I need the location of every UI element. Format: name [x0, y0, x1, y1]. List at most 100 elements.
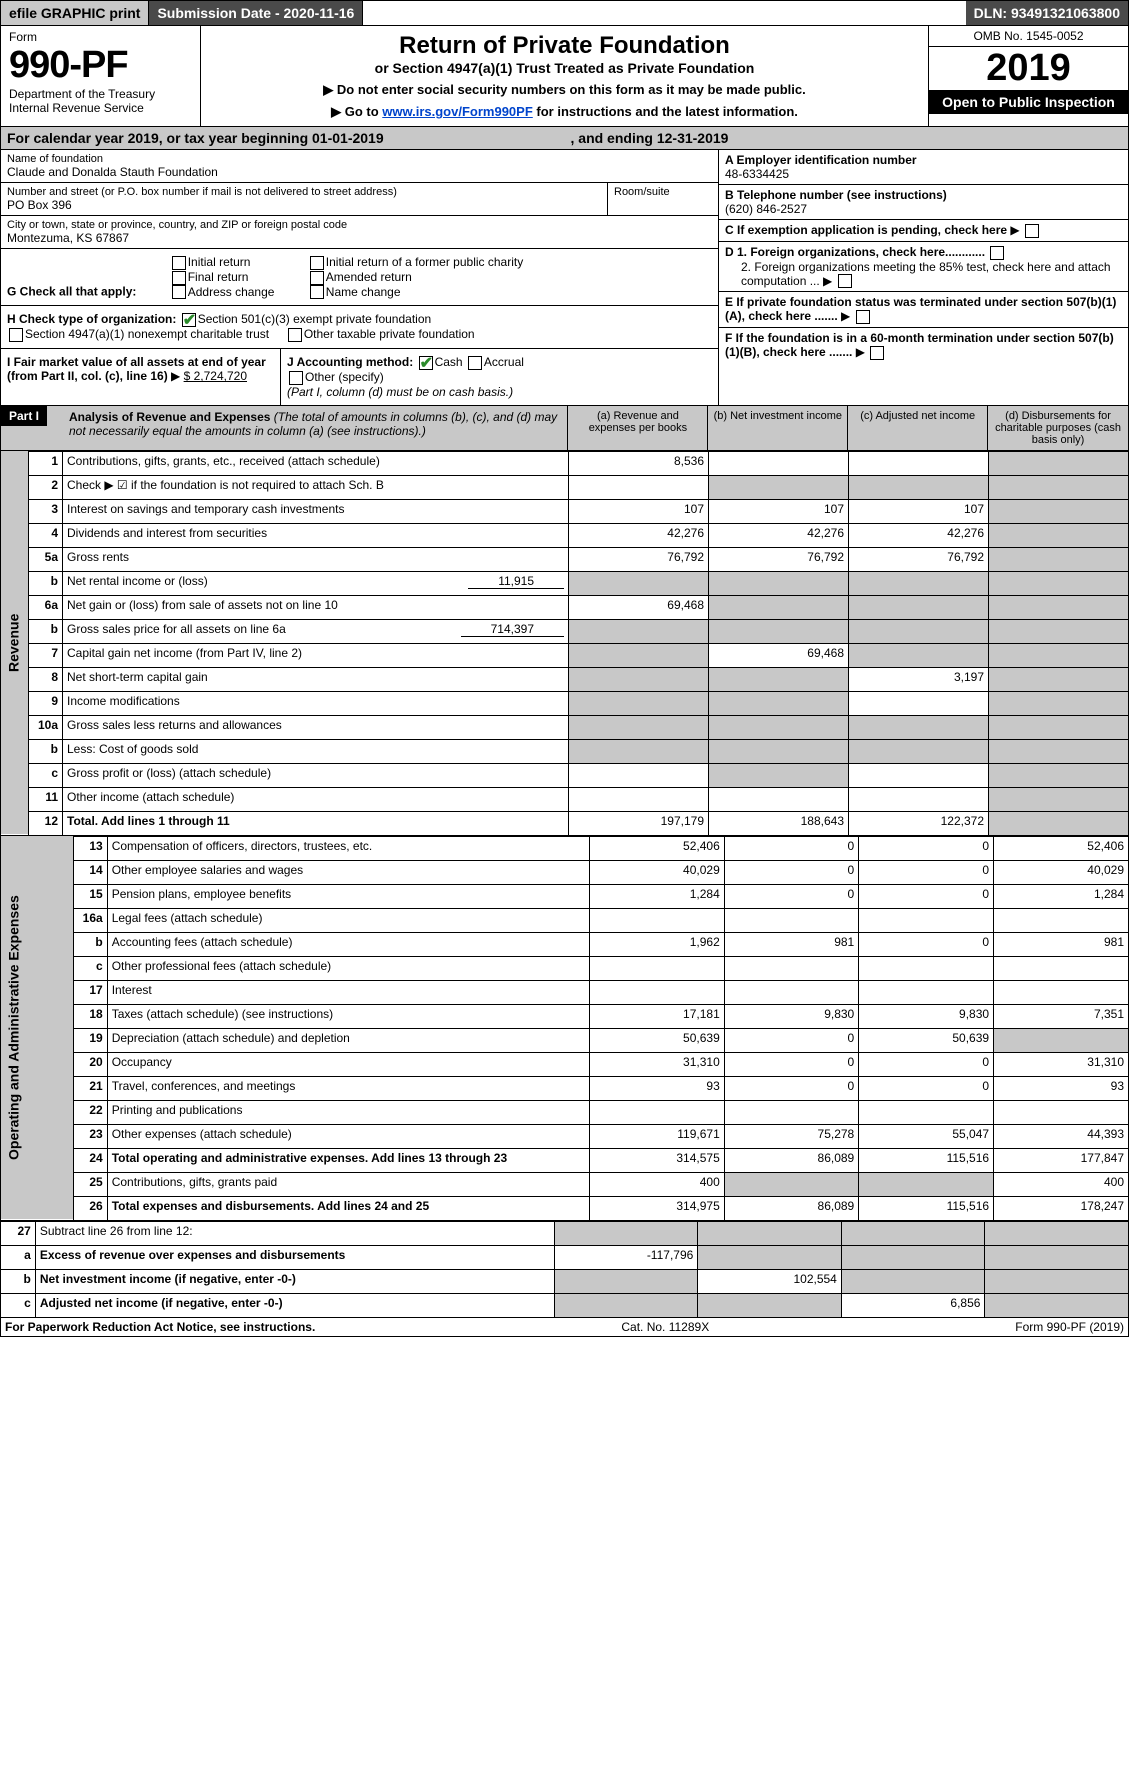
footer-right: Form 990-PF (2019)	[1015, 1320, 1124, 1334]
cell-a	[589, 980, 724, 1004]
cb-other-method[interactable]	[289, 371, 303, 385]
line-desc: Interest	[107, 980, 589, 1004]
table-row: 19Depreciation (attach schedule) and dep…	[1, 1028, 1129, 1052]
cb-501c3[interactable]	[182, 313, 196, 327]
footer: For Paperwork Reduction Act Notice, see …	[0, 1318, 1129, 1337]
table-row: 20Occupancy31,3100031,310	[1, 1052, 1129, 1076]
cell-d	[985, 1293, 1129, 1317]
line-number: c	[1, 1293, 36, 1317]
cell-a: 69,468	[569, 595, 709, 619]
line-desc: Depreciation (attach schedule) and deple…	[107, 1028, 589, 1052]
cell-a: 40,029	[589, 860, 724, 884]
tax-year-big: 2019	[929, 47, 1128, 90]
f-label: F If the foundation is in a 60-month ter…	[725, 331, 1114, 359]
cell-c: 42,276	[849, 523, 989, 547]
line-number: b	[29, 739, 63, 763]
city-label: City or town, state or province, country…	[7, 219, 712, 231]
cell-a: 400	[589, 1172, 724, 1196]
tax-year-row: For calendar year 2019, or tax year begi…	[0, 127, 1129, 150]
d1: D 1. Foreign organizations, check here..…	[725, 245, 985, 259]
cell-d	[994, 1100, 1129, 1124]
cb-d1[interactable]	[990, 246, 1004, 260]
table-row: 6aNet gain or (loss) from sale of assets…	[1, 595, 1129, 619]
table-row: Operating and Administrative Expenses13C…	[1, 836, 1129, 860]
line-number: 23	[74, 1124, 108, 1148]
summary-table: 27Subtract line 26 from line 12:aExcess …	[0, 1221, 1129, 1318]
cell-b: 0	[724, 836, 858, 860]
line-number: 3	[29, 499, 63, 523]
cb-e[interactable]	[856, 310, 870, 324]
cell-b	[709, 595, 849, 619]
cb-c[interactable]	[1025, 224, 1039, 238]
dln: DLN: 93491321063800	[966, 1, 1128, 25]
cell-a	[569, 643, 709, 667]
cell-a	[554, 1293, 698, 1317]
return-title: Return of Private Foundation	[209, 32, 920, 60]
ein: 48-6334425	[725, 167, 1122, 181]
cb-initial[interactable]	[172, 256, 186, 270]
line-number: c	[29, 763, 63, 787]
cb-name-change[interactable]	[310, 285, 324, 299]
cell-b	[709, 667, 849, 691]
col-a: (a) Revenue and expenses per books	[568, 406, 708, 450]
line-desc: Other expenses (attach schedule)	[107, 1124, 589, 1148]
part1-tag: Part I	[1, 406, 47, 426]
cell-b: 86,089	[724, 1148, 858, 1172]
line-number: 26	[74, 1196, 108, 1220]
line-number: 20	[74, 1052, 108, 1076]
form-link[interactable]: www.irs.gov/Form990PF	[382, 104, 533, 119]
line-number: b	[29, 571, 63, 595]
cell-a	[569, 571, 709, 595]
cb-accrual[interactable]	[468, 356, 482, 370]
cb-cash[interactable]	[419, 356, 433, 370]
footer-left: For Paperwork Reduction Act Notice, see …	[5, 1320, 315, 1334]
cell-b	[724, 908, 858, 932]
cell-a: 31,310	[589, 1052, 724, 1076]
table-row: Revenue1Contributions, gifts, grants, et…	[1, 451, 1129, 475]
cell-a	[569, 715, 709, 739]
cell-d	[985, 1269, 1129, 1293]
cell-a	[589, 908, 724, 932]
cb-amended[interactable]	[310, 271, 324, 285]
cell-d	[989, 595, 1129, 619]
cell-a: 314,975	[589, 1196, 724, 1220]
cell-a	[569, 739, 709, 763]
line-desc: Income modifications	[63, 691, 569, 715]
cell-c: 0	[859, 884, 994, 908]
cb-address[interactable]	[172, 285, 186, 299]
table-row: 7Capital gain net income (from Part IV, …	[1, 643, 1129, 667]
tax-year-begin: For calendar year 2019, or tax year begi…	[1, 127, 565, 149]
cell-c	[849, 715, 989, 739]
cell-d	[989, 571, 1129, 595]
footer-mid: Cat. No. 11289X	[621, 1320, 709, 1334]
tel-label: B Telephone number (see instructions)	[725, 188, 1122, 202]
cell-b	[709, 787, 849, 811]
table-row: 16aLegal fees (attach schedule)	[1, 908, 1129, 932]
line-desc: Check ▶ ☑ if the foundation is not requi…	[63, 475, 569, 499]
table-row: 12Total. Add lines 1 through 11197,17918…	[1, 811, 1129, 835]
cb-former-charity[interactable]	[310, 256, 324, 270]
cell-d	[989, 811, 1129, 835]
cell-c	[849, 571, 989, 595]
cb-other-taxable[interactable]	[288, 328, 302, 342]
line-desc: Gross sales price for all assets on line…	[63, 619, 569, 643]
addr-label: Number and street (or P.O. box number if…	[7, 186, 601, 198]
cb-final[interactable]	[172, 271, 186, 285]
line-desc: Gross sales less returns and allowances	[63, 715, 569, 739]
cb-4947[interactable]	[9, 328, 23, 342]
cell-b	[698, 1221, 842, 1245]
table-row: 9Income modifications	[1, 691, 1129, 715]
cell-d: 44,393	[994, 1124, 1129, 1148]
cb-d2[interactable]	[838, 274, 852, 288]
cell-a: -117,796	[554, 1245, 698, 1269]
cb-f[interactable]	[870, 346, 884, 360]
cell-b	[709, 691, 849, 715]
cell-a: 197,179	[569, 811, 709, 835]
cell-a: 314,575	[589, 1148, 724, 1172]
line-desc: Net gain or (loss) from sale of assets n…	[63, 595, 569, 619]
tax-year-end: , and ending 12-31-2019	[565, 127, 1129, 149]
cell-d	[994, 908, 1129, 932]
line-desc: Capital gain net income (from Part IV, l…	[63, 643, 569, 667]
omb: OMB No. 1545-0052	[929, 26, 1128, 47]
table-row: bNet investment income (if negative, ent…	[1, 1269, 1129, 1293]
